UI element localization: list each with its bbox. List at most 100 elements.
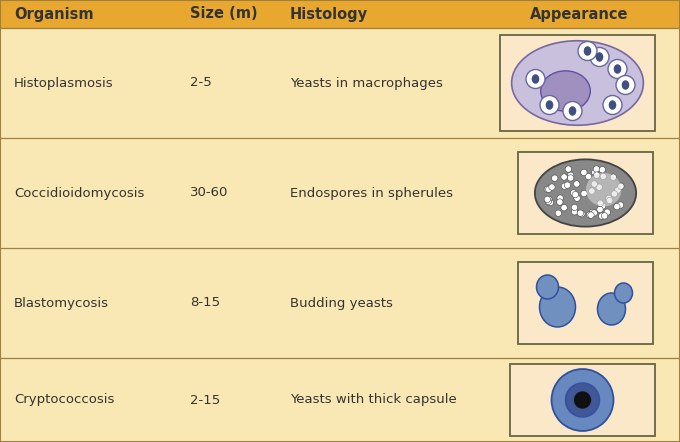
- Circle shape: [588, 212, 594, 218]
- Text: 30-60: 30-60: [190, 187, 228, 199]
- Text: 2-5: 2-5: [190, 76, 211, 89]
- Ellipse shape: [537, 275, 558, 299]
- Circle shape: [563, 102, 582, 121]
- Circle shape: [615, 187, 621, 193]
- Circle shape: [585, 173, 592, 180]
- Circle shape: [617, 202, 624, 208]
- Circle shape: [601, 213, 608, 219]
- Circle shape: [616, 76, 635, 95]
- Circle shape: [571, 190, 577, 196]
- Circle shape: [546, 196, 552, 202]
- Circle shape: [581, 169, 587, 175]
- Circle shape: [589, 209, 596, 216]
- Text: Yeasts in macrophages: Yeasts in macrophages: [290, 76, 443, 89]
- Text: 2-15: 2-15: [190, 393, 220, 407]
- Circle shape: [540, 95, 559, 114]
- Text: Cryptococcosis: Cryptococcosis: [14, 393, 114, 407]
- Circle shape: [561, 174, 567, 180]
- Circle shape: [599, 167, 605, 173]
- Circle shape: [592, 169, 598, 176]
- Circle shape: [547, 199, 554, 206]
- Circle shape: [564, 182, 571, 188]
- Circle shape: [545, 198, 551, 205]
- Circle shape: [591, 210, 598, 216]
- Circle shape: [600, 173, 607, 179]
- Ellipse shape: [568, 106, 576, 116]
- Circle shape: [557, 199, 563, 205]
- Ellipse shape: [583, 46, 592, 56]
- Circle shape: [544, 196, 551, 202]
- Text: Budding yeasts: Budding yeasts: [290, 297, 393, 309]
- Circle shape: [589, 188, 595, 194]
- Circle shape: [610, 174, 617, 180]
- Circle shape: [551, 369, 613, 431]
- Bar: [518, 262, 653, 344]
- Circle shape: [606, 195, 612, 202]
- Circle shape: [574, 195, 580, 202]
- Text: Appearance: Appearance: [530, 7, 628, 22]
- Circle shape: [567, 172, 574, 179]
- Circle shape: [611, 191, 617, 197]
- Circle shape: [526, 69, 545, 88]
- Circle shape: [613, 203, 620, 210]
- Text: Coccidioidomycosis: Coccidioidomycosis: [14, 187, 144, 199]
- Ellipse shape: [614, 64, 622, 74]
- Text: Blastomycosis: Blastomycosis: [14, 297, 109, 309]
- Circle shape: [557, 195, 564, 202]
- Text: 8-15: 8-15: [190, 297, 220, 309]
- Circle shape: [573, 181, 580, 187]
- Ellipse shape: [546, 100, 554, 110]
- Circle shape: [586, 212, 593, 218]
- Ellipse shape: [541, 71, 590, 111]
- Circle shape: [603, 95, 622, 114]
- Circle shape: [545, 186, 552, 192]
- Circle shape: [597, 200, 604, 206]
- Circle shape: [599, 203, 606, 210]
- Circle shape: [597, 206, 603, 213]
- Ellipse shape: [622, 80, 629, 90]
- Circle shape: [596, 184, 602, 191]
- Text: Yeasts with thick capsule: Yeasts with thick capsule: [290, 393, 457, 407]
- Circle shape: [579, 210, 585, 217]
- Ellipse shape: [532, 74, 539, 84]
- Ellipse shape: [535, 160, 636, 227]
- Circle shape: [581, 191, 588, 197]
- Circle shape: [561, 183, 568, 189]
- Circle shape: [571, 209, 578, 215]
- Text: Size (m): Size (m): [190, 7, 258, 22]
- Text: Histology: Histology: [290, 7, 368, 22]
- Text: Endospores in spherules: Endospores in spherules: [290, 187, 453, 199]
- Circle shape: [577, 210, 583, 216]
- Ellipse shape: [615, 283, 632, 303]
- Circle shape: [572, 191, 579, 198]
- Circle shape: [598, 213, 605, 219]
- Circle shape: [566, 383, 600, 417]
- Circle shape: [574, 391, 591, 409]
- Circle shape: [593, 166, 600, 172]
- Circle shape: [590, 47, 609, 66]
- Circle shape: [567, 175, 574, 181]
- Circle shape: [544, 186, 551, 192]
- Bar: [518, 152, 653, 234]
- Circle shape: [594, 172, 600, 178]
- Circle shape: [571, 204, 578, 211]
- Text: Organism: Organism: [14, 7, 94, 22]
- Circle shape: [555, 210, 562, 217]
- Circle shape: [608, 60, 627, 79]
- Bar: [0, 0, 680, 28]
- Bar: [510, 364, 655, 436]
- Circle shape: [607, 197, 613, 204]
- Circle shape: [561, 205, 567, 211]
- Ellipse shape: [609, 100, 616, 110]
- Circle shape: [578, 42, 597, 61]
- Bar: [500, 35, 655, 131]
- Circle shape: [549, 184, 555, 190]
- Ellipse shape: [511, 41, 643, 125]
- Ellipse shape: [598, 293, 626, 325]
- Circle shape: [604, 209, 611, 215]
- Ellipse shape: [596, 52, 603, 62]
- Text: Histoplasmosis: Histoplasmosis: [14, 76, 114, 89]
- Ellipse shape: [539, 287, 575, 327]
- Circle shape: [591, 181, 598, 187]
- Ellipse shape: [586, 173, 622, 206]
